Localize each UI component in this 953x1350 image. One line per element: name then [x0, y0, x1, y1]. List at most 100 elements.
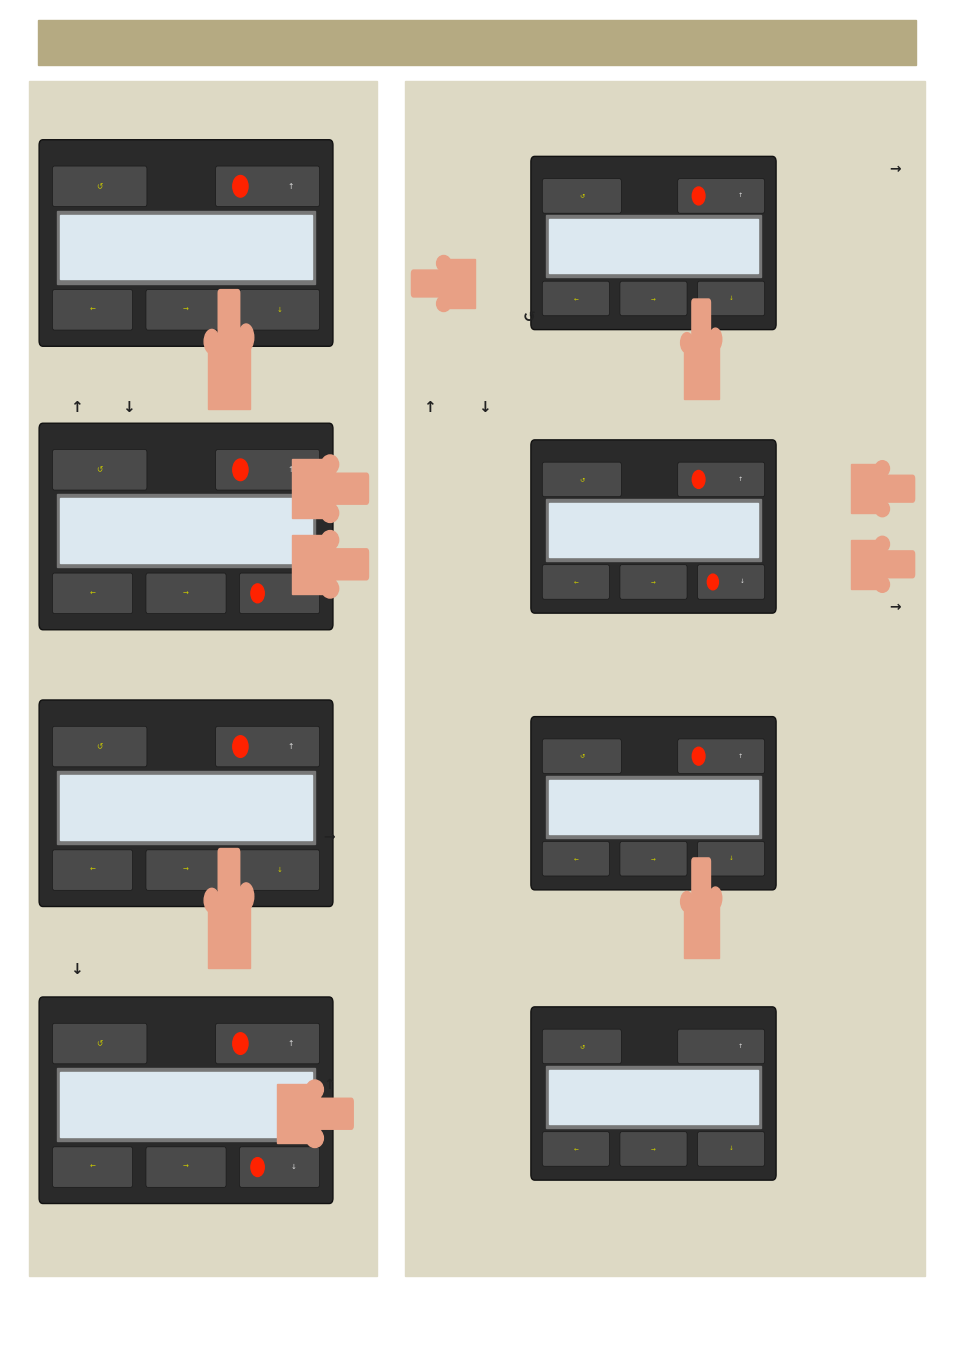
- Bar: [548, 1071, 758, 1123]
- Text: →: →: [323, 830, 335, 844]
- Bar: [60, 215, 312, 279]
- FancyBboxPatch shape: [541, 178, 620, 213]
- FancyBboxPatch shape: [52, 166, 147, 207]
- Text: ←: ←: [90, 867, 95, 873]
- FancyBboxPatch shape: [52, 290, 132, 331]
- Circle shape: [233, 176, 248, 197]
- Polygon shape: [292, 535, 335, 594]
- Bar: [57, 771, 314, 844]
- FancyBboxPatch shape: [52, 1148, 132, 1188]
- Text: ↑: ↑: [737, 477, 742, 482]
- Text: ↺: ↺: [96, 466, 103, 474]
- Ellipse shape: [204, 888, 219, 913]
- Bar: [548, 220, 758, 273]
- Text: ↺: ↺: [96, 743, 103, 751]
- Text: ↺: ↺: [578, 753, 584, 759]
- Ellipse shape: [874, 501, 888, 517]
- Text: ←: ←: [573, 296, 578, 301]
- Text: ↓: ↓: [728, 1146, 733, 1152]
- Bar: [29, 81, 376, 1276]
- Polygon shape: [276, 1084, 319, 1143]
- Ellipse shape: [321, 531, 338, 549]
- Text: ↑: ↑: [70, 400, 83, 416]
- FancyBboxPatch shape: [619, 564, 686, 599]
- Text: ←: ←: [573, 856, 578, 861]
- FancyBboxPatch shape: [239, 1148, 319, 1188]
- FancyBboxPatch shape: [327, 472, 369, 505]
- FancyBboxPatch shape: [541, 281, 609, 316]
- Text: ↓: ↓: [290, 590, 295, 597]
- Text: ↓: ↓: [276, 867, 282, 873]
- FancyBboxPatch shape: [697, 1131, 764, 1166]
- FancyBboxPatch shape: [531, 717, 776, 890]
- FancyBboxPatch shape: [541, 841, 609, 876]
- FancyBboxPatch shape: [52, 572, 132, 613]
- Bar: [38, 20, 915, 65]
- Ellipse shape: [306, 1129, 323, 1148]
- Ellipse shape: [321, 455, 338, 474]
- Circle shape: [233, 736, 248, 757]
- Ellipse shape: [874, 536, 888, 552]
- FancyBboxPatch shape: [39, 424, 333, 630]
- Text: →: →: [650, 579, 656, 585]
- Ellipse shape: [679, 332, 693, 352]
- FancyBboxPatch shape: [52, 1023, 147, 1064]
- FancyBboxPatch shape: [217, 848, 240, 907]
- Text: ↑: ↑: [287, 466, 294, 474]
- FancyBboxPatch shape: [411, 270, 446, 297]
- Text: ↑: ↑: [287, 182, 294, 190]
- FancyBboxPatch shape: [677, 1029, 764, 1064]
- Bar: [545, 216, 760, 277]
- Polygon shape: [208, 900, 250, 968]
- Text: →: →: [888, 162, 900, 176]
- Text: →: →: [183, 590, 189, 597]
- FancyBboxPatch shape: [215, 1023, 319, 1064]
- Circle shape: [251, 583, 264, 603]
- Text: ↺: ↺: [96, 1040, 103, 1048]
- Text: ↓: ↓: [477, 400, 491, 416]
- Bar: [57, 494, 314, 567]
- FancyBboxPatch shape: [52, 726, 147, 767]
- FancyBboxPatch shape: [239, 850, 319, 891]
- Text: ↑: ↑: [422, 400, 436, 416]
- Text: ↓: ↓: [740, 579, 744, 585]
- Bar: [545, 1066, 760, 1127]
- Text: ↺: ↺: [578, 193, 584, 198]
- Circle shape: [692, 470, 704, 489]
- Ellipse shape: [321, 504, 338, 522]
- FancyBboxPatch shape: [541, 564, 609, 599]
- Text: ↓: ↓: [728, 856, 733, 861]
- Circle shape: [692, 747, 704, 765]
- Text: →: →: [650, 856, 656, 861]
- FancyBboxPatch shape: [691, 857, 710, 909]
- FancyBboxPatch shape: [215, 450, 319, 490]
- Text: →: →: [183, 1164, 189, 1170]
- FancyBboxPatch shape: [531, 440, 776, 613]
- FancyBboxPatch shape: [146, 290, 226, 331]
- Ellipse shape: [204, 329, 219, 354]
- Text: ←: ←: [90, 306, 95, 313]
- Ellipse shape: [238, 324, 253, 351]
- Text: ↺: ↺: [578, 1044, 584, 1049]
- Text: ↑: ↑: [323, 1079, 335, 1092]
- Text: →: →: [650, 296, 656, 301]
- Polygon shape: [208, 342, 250, 409]
- FancyBboxPatch shape: [146, 850, 226, 891]
- FancyBboxPatch shape: [677, 178, 764, 213]
- Circle shape: [233, 1033, 248, 1054]
- Ellipse shape: [708, 887, 721, 910]
- Circle shape: [692, 188, 704, 205]
- Ellipse shape: [436, 296, 451, 312]
- Text: ←: ←: [90, 590, 95, 597]
- FancyBboxPatch shape: [619, 1131, 686, 1166]
- FancyBboxPatch shape: [52, 450, 147, 490]
- Text: ←: ←: [573, 1146, 578, 1152]
- Text: ↺: ↺: [522, 309, 536, 325]
- FancyBboxPatch shape: [697, 564, 764, 599]
- Bar: [60, 1072, 312, 1137]
- FancyBboxPatch shape: [215, 726, 319, 767]
- FancyBboxPatch shape: [541, 462, 620, 497]
- FancyBboxPatch shape: [677, 738, 764, 774]
- Ellipse shape: [306, 1080, 323, 1099]
- Polygon shape: [292, 459, 335, 518]
